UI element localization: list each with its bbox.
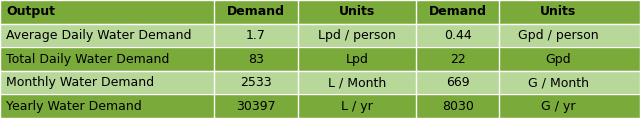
Text: G / Month: G / Month [528,76,589,89]
Text: Demand: Demand [429,5,486,18]
Text: 8030: 8030 [442,100,474,113]
Text: Average Daily Water Demand: Average Daily Water Demand [6,29,192,42]
Text: L / Month: L / Month [328,76,386,89]
Text: Units: Units [540,5,577,18]
Text: 669: 669 [446,76,469,89]
Text: 1.7: 1.7 [246,29,266,42]
Bar [0,47,640,71]
Text: Demand: Demand [227,5,285,18]
Text: 2533: 2533 [240,76,272,89]
Text: L / yr: L / yr [341,100,372,113]
Bar [0,0,640,24]
Text: 83: 83 [248,53,264,65]
Text: 30397: 30397 [236,100,276,113]
Text: Yearly Water Demand: Yearly Water Demand [6,100,142,113]
Bar [0,94,640,118]
Text: Total Daily Water Demand: Total Daily Water Demand [6,53,170,65]
Text: G / yr: G / yr [541,100,575,113]
Text: 22: 22 [450,53,465,65]
Text: Output: Output [6,5,56,18]
Text: Gpd / person: Gpd / person [518,29,598,42]
Text: Lpd: Lpd [346,53,368,65]
Bar [0,24,640,47]
Text: Lpd / person: Lpd / person [318,29,396,42]
Text: 0.44: 0.44 [444,29,472,42]
Text: Units: Units [339,5,375,18]
Text: Gpd: Gpd [545,53,572,65]
Bar [0,71,640,94]
Text: Monthly Water Demand: Monthly Water Demand [6,76,154,89]
